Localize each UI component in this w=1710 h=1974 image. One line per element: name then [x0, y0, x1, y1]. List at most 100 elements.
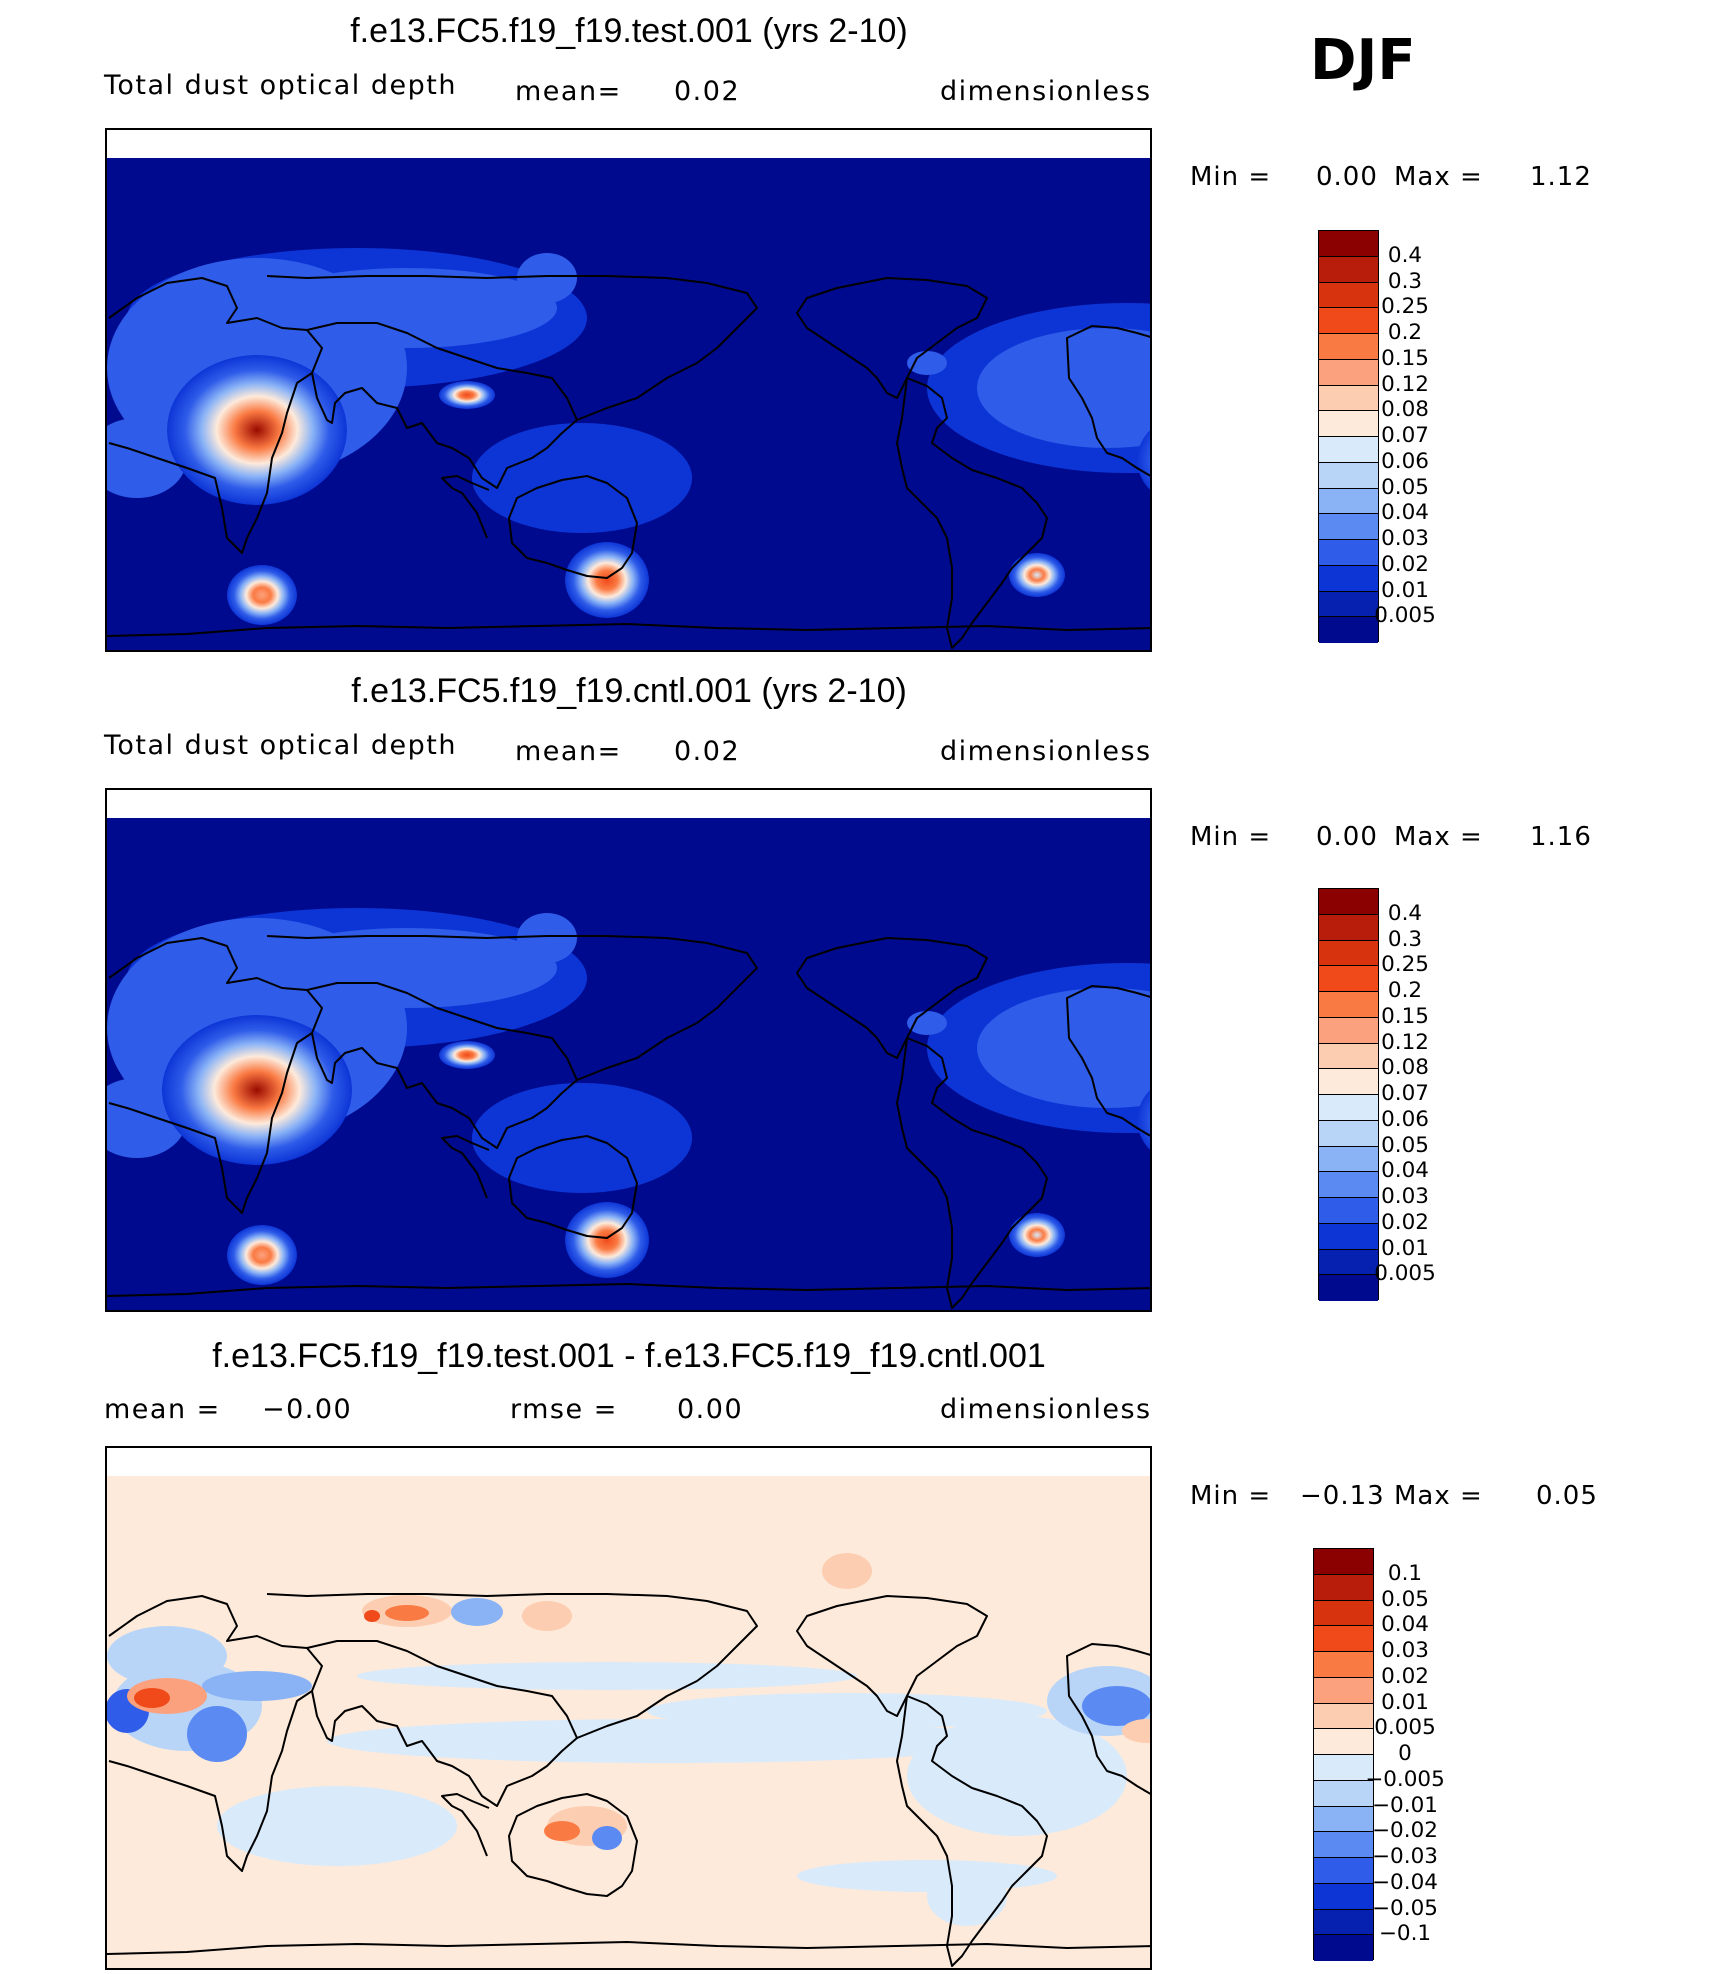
coastline	[441, 1793, 490, 1857]
panel-test-units: dimensionless	[940, 76, 1152, 107]
colorbar-swatch	[1319, 1172, 1378, 1198]
colorbar-tick-label: 0.03	[1381, 1638, 1429, 1663]
dust-plume	[977, 988, 1150, 1108]
colorbar-swatch	[1319, 437, 1378, 463]
coastline	[796, 1595, 988, 1717]
colorbar-tick-label: 0.06	[1381, 448, 1429, 474]
panel-diff-max-value: 0.05	[1536, 1481, 1598, 1511]
coastline	[107, 1283, 1150, 1297]
colorbar-tick-label: −0.05	[1372, 1895, 1438, 1921]
colorbar-swatch	[1314, 1909, 1373, 1936]
colorbar-tick-label: 0.2	[1387, 978, 1423, 1003]
colorbar-tick-label: 0.03	[1381, 526, 1429, 551]
colorbar-swatch	[1319, 488, 1378, 515]
colorbar-swatch	[1319, 334, 1378, 360]
panel-cntl-mean-label: mean=	[515, 736, 622, 767]
panel-diff-rmse-label: rmse =	[510, 1394, 618, 1425]
colorbar-swatch	[1314, 1935, 1373, 1961]
coastline	[508, 475, 638, 579]
anomaly-contour	[592, 1826, 622, 1850]
colorbar-swatch	[1314, 1780, 1373, 1807]
colorbar-tick-label: 0.3	[1387, 268, 1423, 294]
colorbar-swatch	[1319, 256, 1378, 283]
colorbar-tick-label: 0.15	[1381, 1003, 1429, 1029]
anomaly-contour	[1082, 1686, 1150, 1726]
panel-test-title: f.e13.FC5.f19_f19.test.001 (yrs 2-10)	[350, 12, 908, 50]
coastline	[1066, 1643, 1150, 1795]
colorbar-swatch	[1319, 1069, 1378, 1095]
colorbar-tick-label: 0.05	[1381, 1586, 1429, 1612]
colorbar-tick-label: 0.02	[1381, 1209, 1429, 1235]
anomaly-contour	[357, 1662, 857, 1690]
colorbar-swatch	[1319, 617, 1378, 643]
coastline	[108, 277, 323, 554]
dust-plume	[907, 351, 947, 375]
panel-diff-rmse-value: 0.00	[677, 1394, 744, 1425]
panel-cntl-max-value: 1.16	[1530, 822, 1592, 852]
colorbar-tick-label: 0.08	[1381, 1055, 1429, 1081]
colorbar-swatch	[1319, 1120, 1378, 1147]
panel-cntl-colorbar	[1318, 888, 1379, 1301]
colorbar-tick-label: 0.02	[1381, 551, 1429, 577]
colorbar-tick-label: 0.04	[1381, 1158, 1429, 1184]
panel-cntl-map	[105, 788, 1152, 1312]
colorbar-tick-label: 0.12	[1381, 1029, 1429, 1055]
colorbar-swatch	[1319, 1146, 1378, 1173]
colorbar-tick-label: 0.05	[1381, 474, 1429, 500]
coastline	[306, 322, 578, 489]
colorbar-tick-label: 0.07	[1381, 1081, 1429, 1106]
anomaly-contour	[1122, 1719, 1150, 1743]
map-canvas	[107, 1476, 1150, 1968]
coastline	[896, 1037, 1048, 1309]
panel-test-max-value: 1.12	[1530, 162, 1592, 192]
colorbar-tick-label: 0.06	[1381, 1106, 1429, 1132]
colorbar-swatch	[1319, 966, 1378, 992]
colorbar-swatch	[1314, 1858, 1373, 1884]
dust-plume	[907, 1011, 947, 1035]
colorbar-tick-label: 0.25	[1381, 294, 1429, 320]
colorbar-swatch	[1314, 1600, 1373, 1627]
panel-diff-max-label: Max =	[1394, 1481, 1483, 1511]
dust-plume	[472, 423, 692, 533]
colorbar-swatch	[1319, 308, 1378, 334]
colorbar-tick-label: −0.1	[1378, 1921, 1432, 1947]
dust-plume	[517, 253, 577, 303]
anomaly-contour	[907, 1716, 1127, 1836]
coastline	[1066, 985, 1150, 1137]
colorbar-swatch	[1319, 1223, 1378, 1250]
colorbar-swatch	[1319, 282, 1378, 309]
dust-hotspot	[1137, 1089, 1150, 1151]
coastline	[266, 275, 758, 421]
dust-hotspot	[227, 565, 297, 625]
coastline	[508, 1793, 638, 1897]
anomaly-contour	[202, 1671, 312, 1701]
dust-hotspot	[439, 1041, 495, 1069]
coastline	[441, 475, 490, 539]
panel-cntl-mean-value: 0.02	[674, 736, 741, 767]
dust-hotspot	[439, 381, 495, 409]
panel-cntl-title: f.e13.FC5.f19_f19.cntl.001 (yrs 2-10)	[351, 672, 907, 710]
colorbar-tick-label: 0.25	[1381, 952, 1429, 978]
colorbar-tick-label: 0.15	[1381, 345, 1429, 371]
anomaly-contour	[451, 1598, 503, 1626]
colorbar-tick-label: 0.07	[1381, 423, 1429, 448]
colorbar-swatch	[1319, 940, 1378, 967]
coastline	[107, 623, 1150, 637]
colorbar-swatch	[1319, 1095, 1378, 1121]
panel-cntl-variable: Total dust optical depth	[104, 730, 457, 761]
colorbar-swatch	[1314, 1549, 1373, 1575]
coastline	[441, 1135, 490, 1199]
colorbar-swatch	[1319, 231, 1378, 257]
anomaly-contour	[385, 1605, 429, 1621]
colorbar-swatch	[1319, 1017, 1378, 1044]
dust-plume	[107, 418, 187, 498]
colorbar-swatch	[1314, 1626, 1373, 1652]
colorbar-tick-label: 0.08	[1381, 397, 1429, 423]
coastline	[306, 982, 578, 1149]
colorbar-tick-label: 0.04	[1381, 500, 1429, 526]
anomaly-contour	[822, 1553, 872, 1589]
colorbar-swatch	[1319, 462, 1378, 489]
panel-diff-mean-label: mean =	[104, 1394, 221, 1425]
colorbar-swatch	[1314, 1883, 1373, 1910]
panel-cntl-min-value: 0.00	[1316, 822, 1378, 852]
